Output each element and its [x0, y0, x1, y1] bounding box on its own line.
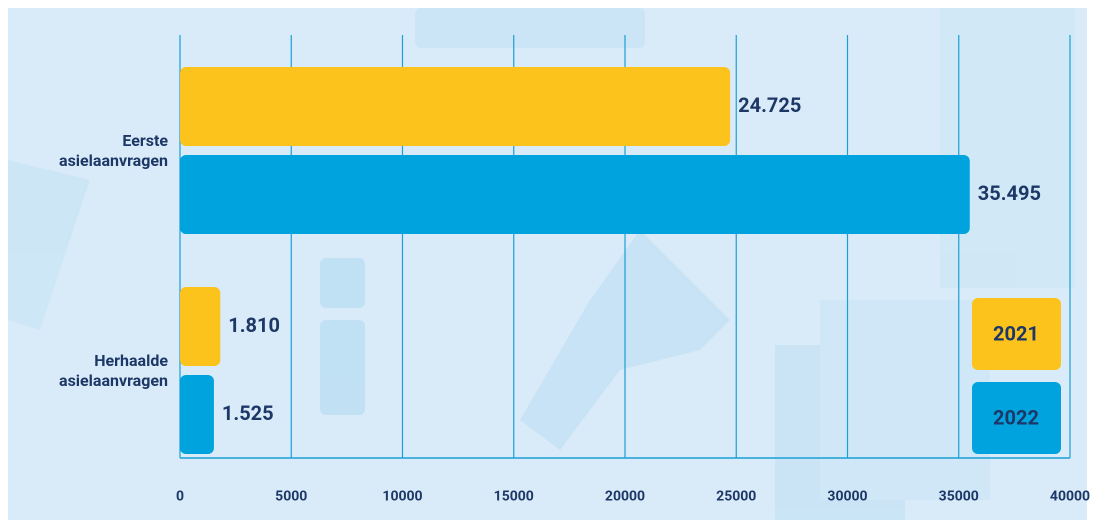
x-tick-label: 10000 — [382, 489, 422, 505]
bar — [180, 155, 970, 234]
bar — [180, 287, 221, 366]
legend-label: 2021 — [993, 321, 1039, 345]
value-label: 1.525 — [222, 401, 274, 425]
x-tick-label: 40000 — [1050, 489, 1090, 505]
legend-label: 2022 — [993, 405, 1039, 429]
legend-swatch — [972, 298, 1061, 370]
value-label: 35.495 — [978, 181, 1041, 205]
x-tick-label: 20000 — [605, 489, 645, 505]
category-label: Eerste asielaanvragen — [59, 130, 168, 170]
x-tick-label: 35000 — [939, 489, 979, 505]
x-tick-label: 5000 — [275, 489, 307, 505]
value-label: 1.810 — [228, 313, 280, 337]
decoration — [8, 8, 1075, 520]
x-tick-label: 0 — [176, 489, 184, 505]
legend-swatch — [972, 382, 1061, 454]
bar — [180, 67, 731, 146]
x-tick-label: 25000 — [716, 489, 756, 505]
x-tick-label: 15000 — [494, 489, 534, 505]
x-tick-label: 30000 — [827, 489, 867, 505]
category-label: Herhaalde asielaanvragen — [59, 350, 168, 390]
bar — [180, 375, 214, 454]
value-label: 24.725 — [738, 93, 801, 117]
